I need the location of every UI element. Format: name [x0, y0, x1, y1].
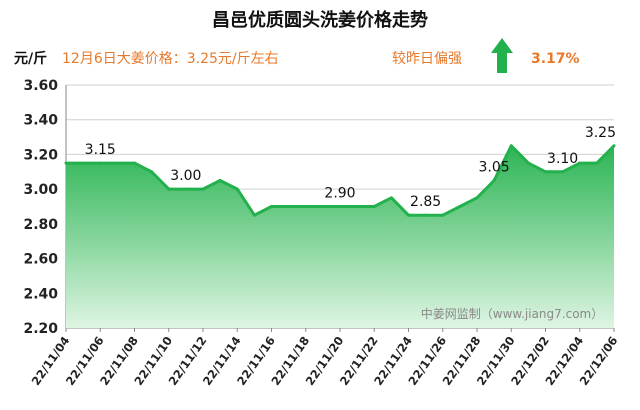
data-point	[389, 196, 393, 200]
data-point	[424, 213, 428, 217]
y-tick-label: 3.60	[23, 78, 58, 94]
data-point	[509, 144, 513, 148]
y-tick-label: 3.00	[23, 182, 58, 198]
data-point	[150, 170, 154, 174]
y-tick-labels: 2.20 2.40 2.60 2.80 3.00 3.20 3.40 3.60	[23, 78, 58, 337]
data-point	[115, 161, 119, 165]
data-point	[252, 213, 256, 217]
data-point	[595, 161, 599, 165]
watermark: 中姜网监制（www.jiang7.com）	[421, 306, 603, 321]
data-point	[561, 170, 565, 174]
data-point	[201, 187, 205, 191]
data-label: 3.00	[170, 168, 201, 184]
data-label: 2.90	[324, 186, 355, 202]
data-label: 3.10	[547, 151, 578, 167]
y-tick-label: 2.60	[23, 252, 58, 268]
data-point	[544, 170, 547, 174]
y-tick-label: 3.20	[23, 147, 58, 163]
series-price	[64, 144, 616, 328]
data-point	[372, 205, 376, 208]
data-point	[218, 178, 222, 182]
data-label: 3.05	[479, 159, 510, 175]
data-point	[475, 196, 479, 200]
data-point	[184, 187, 188, 191]
data-labels: 3.15 3.00 2.90 2.85 3.05 3.10 3.25	[85, 125, 616, 210]
data-label: 2.85	[410, 194, 441, 210]
compare-label: 较昨日偏强	[392, 51, 462, 67]
data-point	[526, 161, 530, 165]
data-point	[235, 187, 239, 191]
data-point	[64, 161, 68, 165]
data-label: 3.15	[85, 142, 116, 158]
data-point	[304, 205, 308, 208]
data-point	[612, 144, 616, 148]
data-point	[133, 161, 136, 165]
data-point	[458, 205, 462, 208]
x-tick-labels: 22/11/0422/11/0622/11/0822/11/1022/11/12…	[29, 328, 620, 388]
data-point	[578, 161, 582, 165]
up-arrow-icon	[491, 38, 513, 73]
y-tick-label: 2.80	[23, 217, 58, 233]
data-point	[492, 178, 496, 182]
data-point	[355, 205, 359, 208]
y-tick-label: 2.40	[23, 286, 58, 302]
data-point	[287, 205, 291, 208]
data-point	[321, 205, 325, 208]
price-note: 12月6日大姜价格：3.25元/斤左右	[62, 51, 279, 67]
series-area	[66, 145, 614, 328]
y-tick-label: 3.40	[23, 113, 58, 129]
chart-title: 昌邑优质圆头洗姜价格走势	[212, 9, 428, 31]
y-tick-label: 2.20	[23, 321, 58, 337]
data-point	[407, 213, 410, 217]
data-point	[81, 161, 85, 165]
data-label: 3.25	[585, 125, 616, 141]
y-axis-unit: 元/斤	[14, 50, 47, 67]
change-percent: 3.17%	[531, 51, 580, 67]
data-point	[441, 213, 445, 217]
data-point	[167, 187, 171, 191]
data-point	[270, 205, 273, 208]
data-point	[338, 205, 342, 208]
data-point	[98, 161, 102, 165]
